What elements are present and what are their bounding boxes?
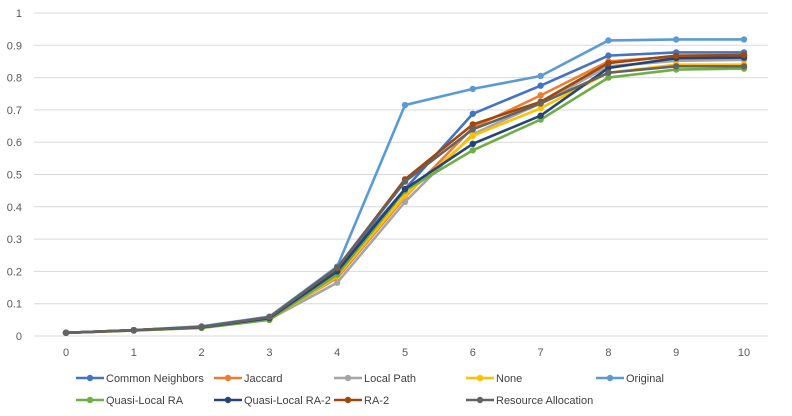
y-tick-label: 0.9 <box>7 40 22 52</box>
x-tick-label: 6 <box>470 347 476 359</box>
data-point <box>740 36 748 43</box>
y-axis: 0 0.1 0.2 0.3 0.4 0.5 0.6 0.7 0.8 0.9 1 <box>7 8 22 343</box>
data-point <box>469 110 476 117</box>
x-tick-label: 8 <box>605 347 611 359</box>
data-point <box>537 105 544 112</box>
data-point <box>198 323 205 331</box>
data-point <box>334 279 341 286</box>
y-tick-label: 0.6 <box>7 137 22 149</box>
x-tick-label: 1 <box>131 347 137 359</box>
legend-swatch-marker <box>344 374 352 382</box>
y-tick-label: 0.2 <box>7 266 22 278</box>
data-point <box>605 59 612 67</box>
y-tick-label: 0.3 <box>7 234 22 246</box>
legend-swatch-marker <box>476 374 484 382</box>
data-point <box>62 329 70 336</box>
data-point <box>469 132 476 139</box>
x-tick-label: 4 <box>334 347 340 359</box>
legend-item: Jaccard <box>214 373 283 385</box>
data-point <box>266 314 273 321</box>
data-point <box>537 82 544 89</box>
data-point <box>334 264 341 271</box>
legend-label: None <box>496 373 522 385</box>
x-tick-label: 7 <box>538 347 544 359</box>
data-point <box>401 185 409 193</box>
data-point <box>130 326 137 334</box>
data-point <box>605 74 612 81</box>
x-axis: 0 1 2 3 4 5 6 7 8 9 10 <box>63 347 750 359</box>
legend-item: Local Path <box>334 373 416 385</box>
data-point <box>469 147 476 154</box>
legend-label: Quasi-Local RA <box>106 395 184 407</box>
legend-item: Original <box>596 373 664 385</box>
data-point <box>469 85 476 93</box>
data-point <box>469 126 476 133</box>
data-point <box>469 140 476 148</box>
data-point <box>537 72 544 80</box>
legend-label: Resource Allocation <box>496 395 593 407</box>
legend-swatch-marker <box>476 396 484 404</box>
legend-swatch-marker <box>224 396 232 404</box>
data-point <box>673 52 680 59</box>
x-tick-label: 2 <box>199 347 205 359</box>
data-point <box>469 121 476 128</box>
data-point <box>401 198 409 206</box>
y-tick-label: 0.4 <box>7 202 22 214</box>
legend-label: Quasi-Local RA-2 <box>244 395 331 407</box>
data-point <box>605 52 612 59</box>
x-tick-label: 10 <box>738 347 750 359</box>
legend-item: None <box>466 373 522 385</box>
legend-swatch-marker <box>224 374 232 382</box>
legend-item: Resource Allocation <box>466 395 593 407</box>
y-tick-label: 0.8 <box>7 73 22 85</box>
data-point <box>401 101 409 109</box>
legend-swatch-marker <box>86 374 94 382</box>
data-point <box>673 63 680 70</box>
data-point <box>401 178 409 185</box>
x-tick-label: 0 <box>63 347 69 359</box>
legend-swatch-marker <box>86 396 94 404</box>
legend-label: Common Neighbors <box>106 373 204 385</box>
legend-item: Quasi-Local RA-2 <box>214 395 331 407</box>
data-point <box>740 63 748 70</box>
legend-label: Local Path <box>364 373 416 385</box>
x-tick-label: 9 <box>673 347 679 359</box>
data-point <box>537 100 544 107</box>
legend-item: Common Neighbors <box>76 373 204 385</box>
data-point <box>740 51 748 59</box>
legend-item: Quasi-Local RA <box>76 395 184 407</box>
data-point <box>537 112 544 119</box>
y-tick-label: 0.5 <box>7 170 22 182</box>
legend-swatch-marker <box>344 396 352 404</box>
x-tick-label: 3 <box>266 347 272 359</box>
data-point <box>673 36 680 43</box>
y-tick-label: 0.1 <box>7 299 22 311</box>
series-resource-allocation <box>62 63 748 336</box>
x-tick-label: 5 <box>402 347 408 359</box>
data-point <box>605 64 612 72</box>
data-point <box>537 92 544 99</box>
y-tick-label: 0.7 <box>7 105 22 117</box>
legend-label: Original <box>626 373 664 385</box>
data-point <box>605 37 612 44</box>
legend: Common Neighbors Jaccard Local Path None Ori… <box>76 373 664 407</box>
y-tick-label: 1 <box>16 8 22 20</box>
legend-label: Jaccard <box>244 373 283 385</box>
legend-item: RA-2 <box>334 395 389 407</box>
series-lines <box>62 36 748 336</box>
legend-label: RA-2 <box>364 395 389 407</box>
data-point <box>605 69 612 76</box>
y-tick-label: 0 <box>16 331 22 343</box>
legend-swatch-marker <box>606 374 614 382</box>
